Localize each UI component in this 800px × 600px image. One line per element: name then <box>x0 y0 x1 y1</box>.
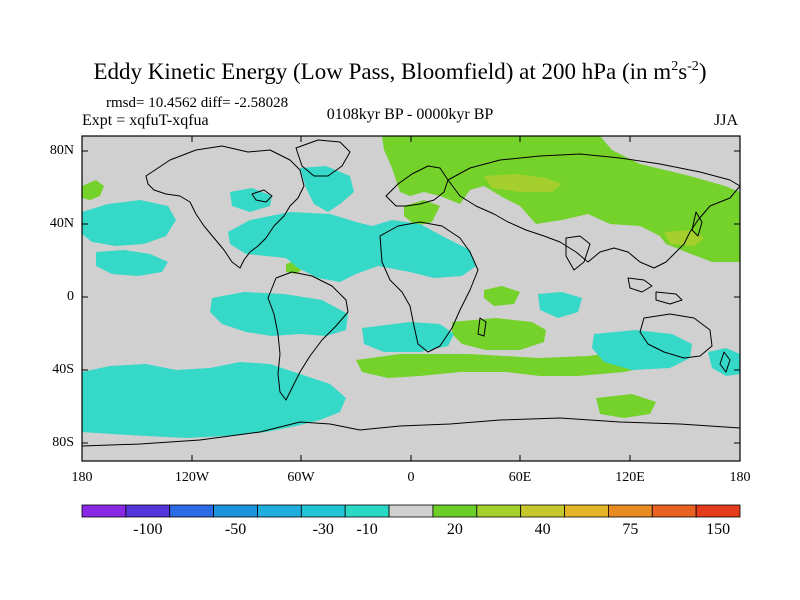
negative-anomaly-regions <box>82 166 740 438</box>
colorbar-label: -30 <box>312 521 334 538</box>
lon-label-120w: 120W <box>174 470 210 485</box>
rmsd-value: 10.4562 <box>148 95 197 111</box>
map-title: Eddy Kinetic Energy (Low Pass, Bloomfiel… <box>93 59 707 84</box>
colorbar-swatch <box>564 504 609 518</box>
lat-label-eq: 0 <box>67 289 74 304</box>
experiment-label: Expt = xqfuT-xqfua <box>82 112 209 129</box>
colorbar-swatch <box>169 504 214 518</box>
lat-label-80s: 80S <box>52 435 74 450</box>
colorbar-swatch <box>432 504 478 518</box>
lat-label-40n: 40N <box>49 216 74 231</box>
colorbar-label: 150 <box>706 521 731 538</box>
colorbar-swatch <box>81 504 127 518</box>
lon-label-60w: 60W <box>287 470 315 485</box>
colorbar-swatch <box>608 504 653 518</box>
colorbar-swatch <box>695 504 741 518</box>
strong-positive-regions <box>484 174 704 246</box>
coastlines <box>81 139 741 447</box>
colorbar-swatch <box>300 504 346 518</box>
colorbar-swatch <box>213 504 258 518</box>
colorbar-swatch <box>344 504 390 518</box>
statistics-line: rmsd= 10.4562 diff= -2.58028 <box>106 95 289 111</box>
colorbar-label: 20 <box>446 521 463 538</box>
lon-label-180w: 180 <box>71 470 93 485</box>
colorbar-swatch <box>520 504 565 518</box>
season-label: JJA <box>714 112 739 129</box>
lat-label-40s: 40S <box>52 362 74 377</box>
lon-label-60e: 60E <box>508 470 532 485</box>
lon-label-120e: 120E <box>615 470 645 485</box>
colorbar-label: -50 <box>224 521 247 538</box>
colorbar <box>81 504 741 518</box>
colorbar-swatch <box>257 504 302 518</box>
lon-label-180e: 180 <box>729 470 751 485</box>
colorbar-swatch <box>651 504 697 518</box>
latitude-ticks <box>82 150 740 444</box>
colorbar-swatch <box>388 504 434 518</box>
colorbar-label: 75 <box>622 521 639 538</box>
colorbar-label: -10 <box>356 521 378 538</box>
period-label: 0108kyr BP - 0000kyr BP <box>326 106 494 123</box>
colorbar-label: -100 <box>133 521 163 538</box>
colorbar-label: 40 <box>534 521 551 538</box>
longitude-ticks <box>81 136 741 461</box>
colorbar-swatch <box>125 504 171 518</box>
colorbar-swatch <box>476 504 522 518</box>
lon-label-0: 0 <box>407 470 415 485</box>
lat-label-80n: 80N <box>49 143 74 158</box>
diff-value: -2.58028 <box>234 95 289 111</box>
